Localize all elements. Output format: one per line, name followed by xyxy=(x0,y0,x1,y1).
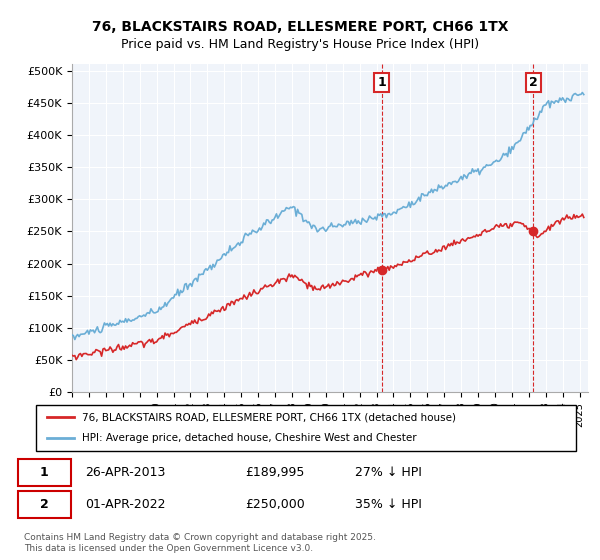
Text: Price paid vs. HM Land Registry's House Price Index (HPI): Price paid vs. HM Land Registry's House … xyxy=(121,38,479,51)
Text: 1: 1 xyxy=(377,76,386,89)
Text: 2: 2 xyxy=(40,498,49,511)
Text: 27% ↓ HPI: 27% ↓ HPI xyxy=(355,466,422,479)
Text: 35% ↓ HPI: 35% ↓ HPI xyxy=(355,498,422,511)
Text: 2: 2 xyxy=(529,76,538,89)
Text: HPI: Average price, detached house, Cheshire West and Chester: HPI: Average price, detached house, Ches… xyxy=(82,433,416,444)
Text: £250,000: £250,000 xyxy=(245,498,305,511)
FancyBboxPatch shape xyxy=(19,491,71,518)
Text: 76, BLACKSTAIRS ROAD, ELLESMERE PORT, CH66 1TX (detached house): 76, BLACKSTAIRS ROAD, ELLESMERE PORT, CH… xyxy=(82,412,456,422)
FancyBboxPatch shape xyxy=(36,405,576,451)
Text: 76, BLACKSTAIRS ROAD, ELLESMERE PORT, CH66 1TX: 76, BLACKSTAIRS ROAD, ELLESMERE PORT, CH… xyxy=(92,20,508,34)
Text: 1: 1 xyxy=(40,466,49,479)
Text: £189,995: £189,995 xyxy=(245,466,304,479)
Text: 26-APR-2013: 26-APR-2013 xyxy=(85,466,165,479)
Text: Contains HM Land Registry data © Crown copyright and database right 2025.
This d: Contains HM Land Registry data © Crown c… xyxy=(24,533,376,553)
FancyBboxPatch shape xyxy=(19,459,71,486)
Text: 01-APR-2022: 01-APR-2022 xyxy=(85,498,165,511)
